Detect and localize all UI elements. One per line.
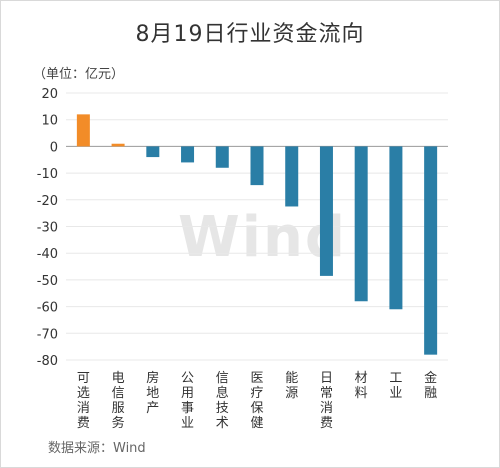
category-label: 工业 [389,371,402,401]
category-label: 日常消费 [320,371,333,431]
y-tick-label: 10 [41,114,58,129]
bar [111,143,125,147]
bar [319,146,333,276]
bar [354,146,368,302]
y-tick-label: -50 [37,274,58,289]
chart-title: 8月19日行业资金流向 [135,22,365,47]
bar [285,146,299,207]
unit-label: （单位：亿元） [33,67,125,82]
y-tick-label: -30 [37,221,58,236]
wind-watermark: Wind [178,205,347,270]
bar [215,146,229,168]
category-label: 医疗保健 [250,371,263,431]
category-label: 电信服务 [112,371,125,431]
y-tick-label: -80 [37,354,58,369]
category-label: 能源 [285,371,298,401]
y-tick-label: -60 [37,301,58,316]
category-label: 公用事业 [181,371,194,431]
y-tick-label: -40 [37,247,58,262]
bar [389,146,403,310]
source-note: 数据来源：Wind [48,441,146,456]
y-tick-label: 20 [41,87,58,102]
y-tick-label: 0 [50,140,58,155]
category-label: 房地产 [146,370,159,416]
bar [146,146,160,158]
category-label: 金融 [424,370,437,401]
y-tick-label: -10 [37,167,58,182]
bar [424,146,438,355]
category-label: 材料 [355,371,368,401]
category-label: 信息技术 [216,371,229,431]
bar [250,146,264,186]
bar [181,146,195,163]
y-tick-label: -20 [37,194,58,209]
y-tick-label: -70 [37,327,58,342]
category-label: 可选消费 [77,371,90,431]
bar [76,114,90,147]
